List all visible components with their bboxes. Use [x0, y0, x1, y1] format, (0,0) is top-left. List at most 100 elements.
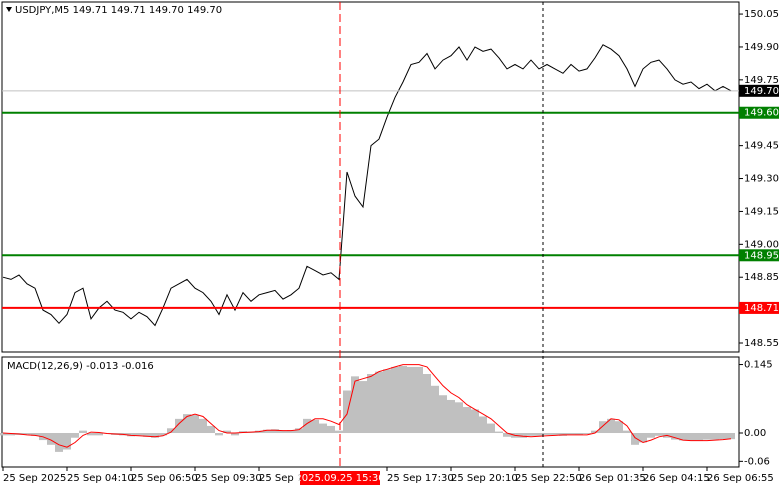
- histogram-bar: [599, 421, 607, 434]
- level-label: 149.70: [744, 86, 779, 97]
- histogram-bar: [215, 433, 223, 436]
- level-box: [739, 249, 779, 262]
- histogram-bar: [415, 366, 423, 434]
- histogram-bar: [271, 429, 279, 434]
- histogram-bar: [55, 433, 63, 452]
- histogram-bar: [687, 433, 695, 441]
- histogram-bar: [607, 418, 615, 434]
- x-tick-label: 26 Sep 04:15: [643, 473, 710, 484]
- histogram-bar: [151, 433, 159, 438]
- histogram-bar: [263, 429, 271, 434]
- histogram-bar: [463, 407, 471, 434]
- histogram-bar: [199, 418, 207, 434]
- histogram-bar: [135, 433, 143, 436]
- histogram-bar: [287, 430, 295, 434]
- histogram-bar: [479, 416, 487, 434]
- histogram-bar: [551, 433, 559, 435]
- y-tick-label: 149.00: [744, 239, 779, 250]
- histogram-bar: [391, 366, 399, 434]
- histogram-bar: [455, 402, 463, 434]
- histogram-bar: [175, 418, 183, 434]
- histogram-bar: [71, 433, 79, 438]
- histogram-bar: [183, 414, 191, 434]
- y-tick-label: 149.75: [744, 75, 779, 86]
- y-tick-label: 149.45: [744, 141, 779, 152]
- histogram-bar: [567, 433, 575, 435]
- histogram-bar: [0, 433, 7, 436]
- level-box: [739, 106, 779, 119]
- price-line: [2, 44, 732, 327]
- signal-line: [2, 364, 732, 448]
- level-label: 149.60: [744, 108, 779, 119]
- histogram-bar: [447, 399, 455, 434]
- y-tick-label: 149.90: [744, 42, 779, 53]
- histogram-bar: [191, 415, 199, 434]
- histogram-bar: [583, 433, 591, 434]
- histogram-bar: [167, 428, 175, 434]
- macd-pane: [1, 356, 740, 468]
- level-label: 148.71: [744, 303, 779, 314]
- x-tick-label: 25 Sep 22:50: [515, 473, 582, 484]
- x-tick-label: 25 Sep 06:50: [131, 473, 198, 484]
- histogram-bar: [535, 433, 543, 436]
- histogram-bar: [87, 433, 95, 436]
- histogram-bar: [487, 423, 495, 434]
- histogram-bar: [671, 433, 679, 440]
- histogram-bar: [407, 366, 415, 434]
- histogram-bar: [319, 423, 327, 434]
- price-pane: [1, 1, 740, 353]
- chart-title: USDJPY,M5 149.71 149.71 149.70 149.70: [15, 5, 222, 16]
- histogram-bar: [591, 430, 599, 434]
- histogram-bar: [399, 365, 407, 434]
- histogram-bar: [647, 433, 655, 438]
- histogram-bar: [311, 419, 319, 434]
- y-tick-label: 149.15: [744, 206, 779, 217]
- histogram-bar: [383, 369, 391, 434]
- histogram-bar: [327, 425, 335, 434]
- histogram-bar: [695, 433, 703, 441]
- histogram-bar: [159, 433, 167, 436]
- histogram-bar: [231, 433, 239, 436]
- histogram-bar: [295, 428, 303, 434]
- y-tick-label: 0.00: [744, 428, 766, 439]
- histogram-bar: [711, 433, 719, 440]
- histogram-bar: [7, 433, 15, 436]
- histogram-bar: [431, 385, 439, 434]
- histogram-bar: [223, 430, 231, 434]
- y-tick-label: 149.30: [744, 174, 779, 185]
- x-tick-label: 25 Sep 04:10: [67, 473, 134, 484]
- histogram-bar: [367, 373, 375, 434]
- x-tick-label: 25 Sep 2025: [3, 473, 66, 484]
- histogram-bar: [543, 433, 551, 435]
- histogram-bar: [439, 395, 447, 434]
- histogram-bar: [343, 390, 351, 434]
- histogram-bar: [207, 425, 215, 434]
- y-tick-label: 148.55: [744, 338, 779, 349]
- histogram-bar: [79, 430, 87, 434]
- histogram-bar: [47, 433, 55, 445]
- y-tick-label: 148.85: [744, 272, 779, 283]
- histogram-bar: [63, 433, 71, 450]
- histogram-bar: [375, 371, 383, 434]
- y-tick-label: -0.06: [744, 456, 770, 467]
- histogram-bar: [703, 433, 711, 440]
- cursor-label: 2025.09.25 15:30: [295, 473, 384, 484]
- histogram-bar: [615, 421, 623, 434]
- histogram-bar: [623, 430, 631, 434]
- x-tick-label: 25 Sep 09:30: [195, 473, 262, 484]
- histogram-bar: [631, 433, 639, 445]
- histogram-bar: [679, 433, 687, 441]
- histogram-bar: [639, 433, 647, 443]
- x-tick-label: 25 Sep 20:10: [451, 473, 518, 484]
- cursor-box: [300, 471, 380, 485]
- histogram-bar: [23, 433, 31, 435]
- x-tick-label: 26 Sep 01:35: [579, 473, 646, 484]
- level-box: [739, 301, 779, 314]
- histogram-bar: [279, 430, 287, 434]
- histogram-bar: [95, 433, 103, 436]
- macd-title: MACD(12,26,9) -0.013 -0.016: [7, 361, 154, 372]
- x-tick-label: 26 Sep 06:55: [707, 473, 774, 484]
- histogram-bar: [471, 409, 479, 434]
- y-tick-label: 0.145: [744, 360, 773, 371]
